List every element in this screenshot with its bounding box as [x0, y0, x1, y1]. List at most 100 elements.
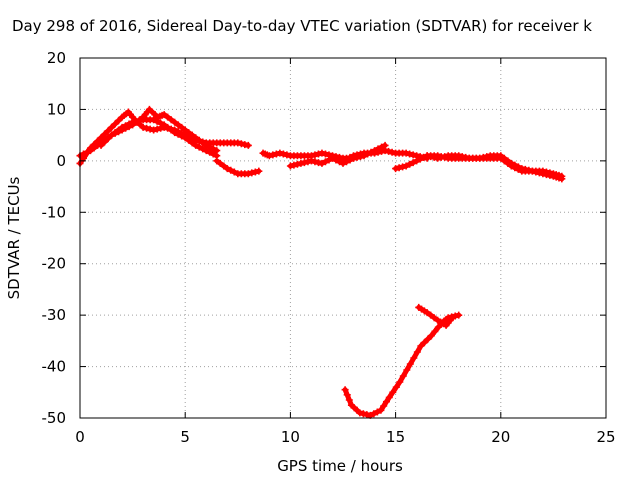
data-point [111, 129, 119, 137]
data-point [424, 335, 432, 343]
data-point [374, 148, 382, 156]
data-point [139, 123, 147, 131]
data-point [380, 402, 388, 410]
data-point [104, 127, 112, 135]
data-point [373, 408, 381, 416]
data-point [332, 155, 340, 163]
data-point [399, 372, 407, 380]
data-point [427, 332, 435, 340]
data-point [423, 152, 431, 160]
data-point [80, 150, 88, 158]
data-point [500, 157, 508, 165]
x-tick-label: 5 [180, 428, 190, 446]
data-point [497, 154, 505, 162]
data-point [392, 383, 400, 391]
data-point [206, 148, 214, 156]
data-point [420, 339, 428, 347]
series-4 [213, 157, 263, 178]
data-point [406, 160, 414, 168]
data-point [455, 152, 463, 160]
data-point [416, 155, 424, 163]
data-point [300, 159, 308, 167]
data-point [185, 129, 193, 137]
data-point [290, 161, 298, 169]
data-point [153, 117, 161, 125]
data-point [101, 138, 109, 146]
data-point [178, 132, 186, 140]
data-point [255, 167, 263, 175]
data-point [174, 121, 182, 129]
x-tick-label: 10 [281, 428, 300, 446]
data-point [174, 130, 182, 138]
grid [80, 58, 606, 418]
data-point [343, 391, 351, 399]
data-point [395, 164, 403, 172]
data-point [311, 151, 319, 159]
data-point [539, 167, 547, 175]
data-point [108, 123, 116, 131]
data-point [160, 121, 168, 129]
series-3 [97, 116, 221, 160]
data-point [104, 135, 112, 143]
data-point [234, 139, 242, 147]
data-point [402, 149, 410, 157]
data-point [346, 153, 354, 161]
data-point [181, 126, 189, 134]
data-point [410, 354, 418, 362]
data-point [359, 410, 367, 418]
data-point [357, 150, 365, 158]
data-point [244, 170, 252, 178]
data-point [403, 366, 411, 374]
data-point [437, 153, 445, 161]
data-point [202, 147, 210, 155]
data-point [392, 165, 400, 173]
data-point [507, 162, 515, 170]
data-point [157, 119, 165, 127]
data-point [216, 159, 224, 167]
x-tick-label: 15 [386, 428, 405, 446]
data-point [318, 149, 326, 157]
y-tick-label: -20 [42, 255, 67, 273]
data-point [167, 116, 175, 124]
series-2 [76, 105, 221, 160]
data-point [409, 159, 417, 167]
data-point [192, 134, 200, 142]
data-point [199, 139, 207, 147]
data-point [417, 342, 425, 350]
data-point [371, 149, 379, 157]
data-point [430, 153, 438, 161]
data-point [181, 134, 189, 142]
data-point [350, 152, 358, 160]
data-point [118, 123, 126, 131]
data-point [511, 164, 519, 172]
series-7 [328, 147, 431, 165]
data-point [356, 409, 364, 417]
data-point [241, 141, 249, 149]
data-point [251, 168, 259, 176]
data-point [343, 155, 351, 163]
data-point [345, 396, 353, 404]
series-9 [423, 152, 566, 180]
data-point [458, 153, 466, 161]
data-point [171, 129, 179, 137]
x-tick-label: 25 [596, 428, 615, 446]
x-tick-labels: 0 5 10 15 20 25 [75, 428, 615, 446]
data-point [341, 386, 349, 394]
y-tick-label: -40 [42, 358, 67, 376]
data-point [304, 158, 312, 166]
data-point [213, 157, 221, 165]
y-tick-labels: -50 -40 -30 -20 -10 0 10 20 [42, 49, 67, 427]
data-point [321, 150, 329, 158]
series-track [342, 312, 462, 418]
data-point [402, 162, 410, 170]
data-point [448, 314, 456, 322]
data-point [385, 393, 393, 401]
data-point [455, 311, 463, 319]
data-point [314, 150, 322, 158]
data-point [150, 116, 158, 124]
data-point [389, 388, 397, 396]
data-point [388, 148, 396, 156]
y-tick-label: 10 [47, 100, 66, 118]
data-point [542, 168, 550, 176]
series-11 [415, 303, 456, 329]
